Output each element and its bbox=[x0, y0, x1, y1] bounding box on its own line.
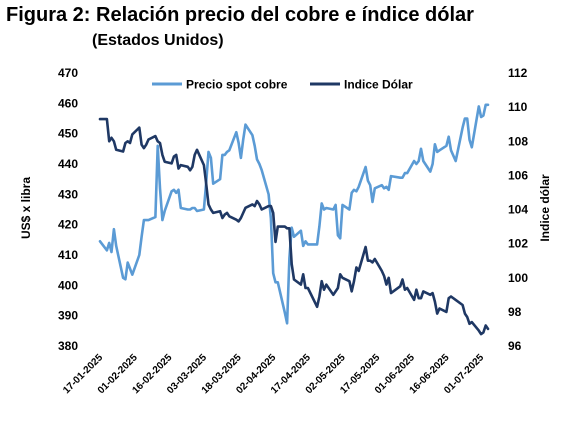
legend-label-copper: Precio spot cobre bbox=[186, 78, 288, 92]
y-tick-label: 410 bbox=[58, 248, 78, 262]
y-axis-ticks: 380 390 400 410 420 430 440 450 460 470 bbox=[58, 66, 78, 353]
chart-title: Figura 2: Relación precio del cobre e ín… bbox=[6, 4, 474, 26]
y-tick-label: 450 bbox=[58, 127, 78, 141]
y-tick-label: 380 bbox=[58, 339, 78, 353]
y2-tick-label: 104 bbox=[508, 203, 528, 217]
legend-label-dollar: Indice Dólar bbox=[344, 78, 413, 92]
y2-tick-label: 96 bbox=[508, 339, 522, 353]
y2-tick-label: 110 bbox=[508, 100, 528, 114]
y2-tick-label: 112 bbox=[508, 66, 528, 80]
y-axis-label: US$ x libra bbox=[19, 177, 33, 239]
legend: Precio spot cobre Indice Dólar bbox=[152, 78, 413, 92]
y2-axis-label: Indice dólar bbox=[538, 174, 552, 242]
y2-tick-label: 100 bbox=[508, 271, 528, 285]
chart-subtitle: (Estados Unidos) bbox=[92, 32, 224, 49]
series-line-dollar bbox=[98, 117, 490, 336]
x-axis-ticks: 17-01-202501-02-202516-02-202503-03-2025… bbox=[61, 352, 486, 396]
y2-tick-label: 102 bbox=[508, 237, 528, 251]
series-lines bbox=[98, 103, 490, 336]
y-tick-label: 390 bbox=[58, 309, 78, 323]
y-tick-label: 440 bbox=[58, 157, 78, 171]
y-tick-label: 470 bbox=[58, 66, 78, 80]
y2-axis-ticks: 96 98 100 102 104 106 108 110 112 bbox=[508, 66, 528, 353]
y2-tick-label: 108 bbox=[508, 134, 528, 148]
y2-tick-label: 98 bbox=[508, 305, 522, 319]
y-tick-label: 420 bbox=[58, 218, 78, 232]
y-tick-label: 400 bbox=[58, 278, 78, 292]
series-line-copper bbox=[98, 103, 490, 325]
y2-tick-label: 106 bbox=[508, 168, 528, 182]
y-tick-label: 430 bbox=[58, 187, 78, 201]
y-tick-label: 460 bbox=[58, 96, 78, 110]
